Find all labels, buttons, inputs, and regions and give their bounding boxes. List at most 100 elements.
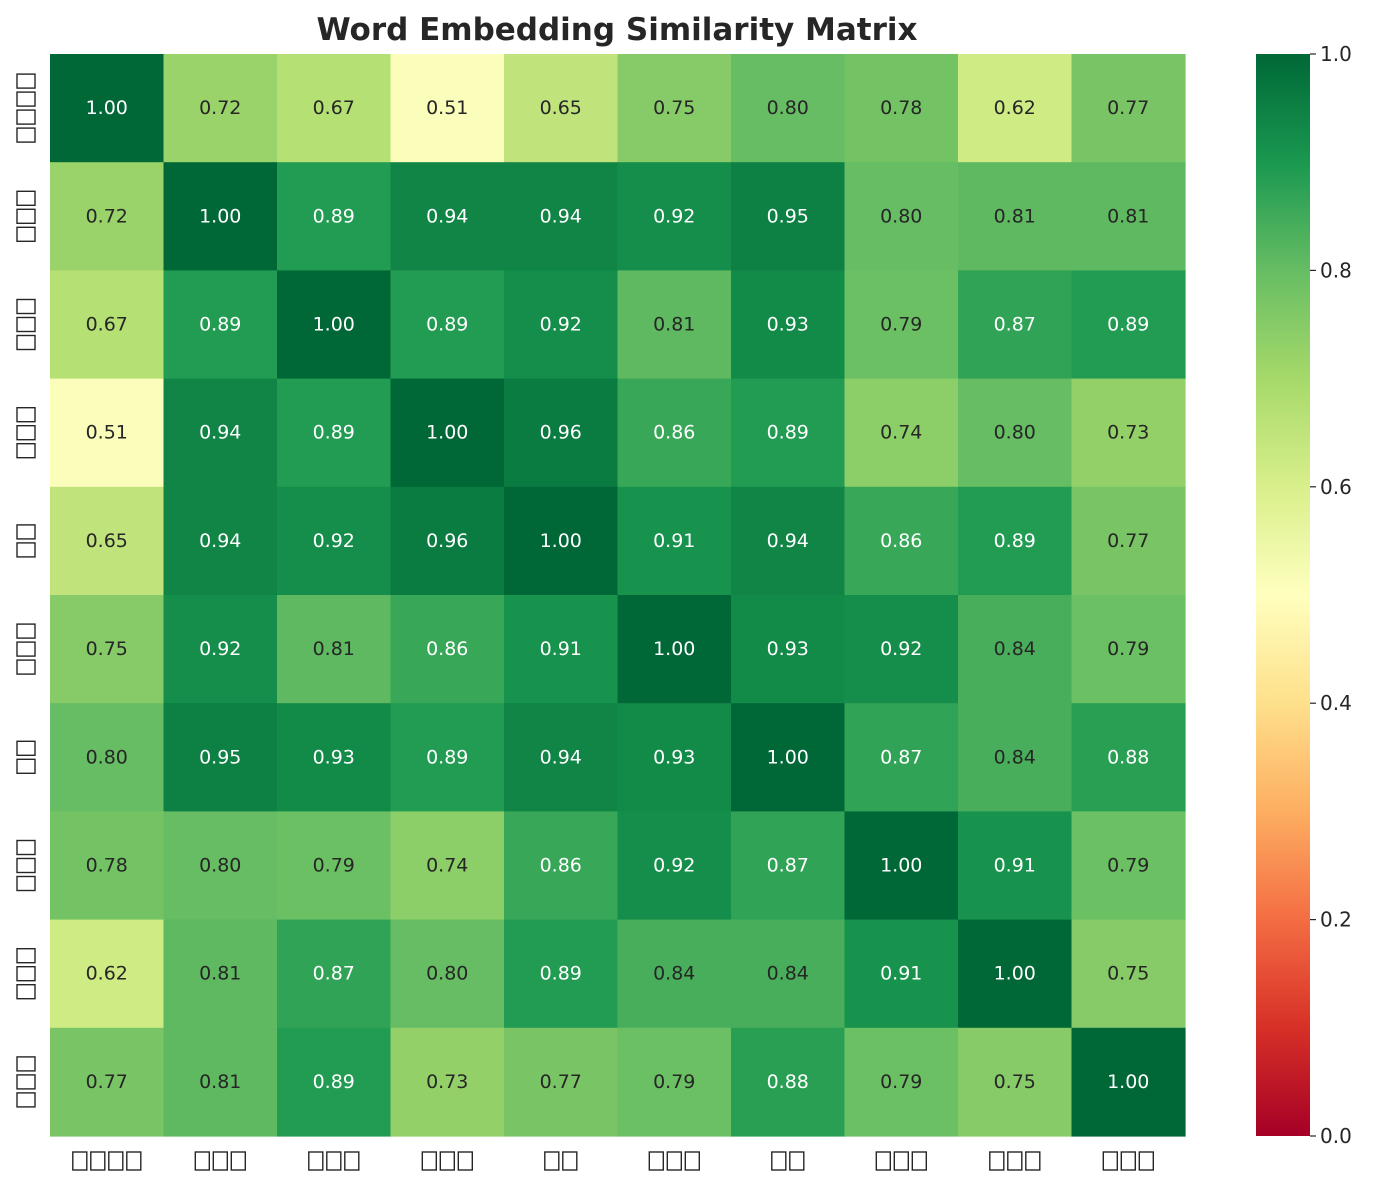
cell-value-label: 0.95 [199,746,241,768]
y-tick-label: □□□ [16,839,36,892]
heatmap-cell [844,1027,959,1137]
x-tick-label: □□□ [1102,1151,1155,1171]
missing-glyph-box [16,758,36,774]
cell-value-label: 1.00 [767,746,809,768]
cell-value-label: 0.80 [767,97,809,119]
cell-value-label: 0.77 [540,1071,582,1093]
heatmap-cell [617,378,732,488]
heatmap-cell [50,919,165,1029]
cell-value-label: 0.87 [767,855,809,877]
missing-glyph-box [16,623,36,639]
heatmap-cell [277,811,392,921]
cell-value-label: 1.00 [86,97,128,119]
heatmap-cell [1071,595,1186,704]
heatmap-cell [504,811,619,921]
x-tick-label: □□□ [648,1151,700,1171]
missing-glyph-box [16,984,36,1000]
heatmap-cell [617,811,732,921]
cell-value-label: 1.00 [880,855,922,877]
cell-value-label: 0.93 [767,638,809,660]
cell-value-label: 0.86 [653,422,695,444]
heatmap-cell [1071,919,1186,1029]
heatmap-cell [844,811,959,921]
cell-value-label: 0.87 [880,746,922,768]
missing-glyph-box [16,875,36,892]
cell-value-label: 0.79 [653,1071,695,1093]
cell-value-label: 0.72 [86,205,128,227]
missing-glyph-box [989,1151,1005,1171]
cell-value-label: 1.00 [1107,1071,1149,1093]
x-tick-label: □□□ [308,1151,360,1171]
cell-value-label: 0.67 [86,314,128,336]
cell-value-label: 0.77 [1107,97,1149,119]
heatmap-cell [504,595,619,704]
cell-value-label: 0.89 [767,422,809,444]
heatmap-cell [390,1027,505,1137]
cell-value-label: 0.84 [767,963,809,985]
missing-glyph-box [16,839,36,856]
cell-value-label: 0.74 [426,855,468,877]
colorbar-tick-label: 0.2 [1320,908,1352,932]
heatmap-cell [617,486,732,596]
cell-value-label: 0.89 [426,746,468,768]
colorbar-tick-label: 1.0 [1320,42,1352,66]
heatmap-cell [504,270,619,380]
cell-value-label: 0.89 [994,530,1036,552]
missing-glyph-box [344,1151,360,1171]
heatmap-cell [504,162,619,271]
missing-glyph-box [212,1151,229,1171]
heatmap-cell [504,486,619,596]
heatmap-cell [390,811,505,921]
heatmap-cell [617,270,732,380]
missing-glyph-box [16,524,36,540]
cell-value-label: 0.89 [313,1071,355,1093]
heatmap-cell [50,595,165,704]
heatmap-cell [277,703,392,812]
missing-glyph-box [1007,1151,1023,1171]
x-axis-tick-labels: □□□□□□□□□□□□□□□□□□□□□□□□□□□□□ [72,1151,1155,1171]
missing-glyph-box [72,1151,88,1171]
missing-glyph-box [16,334,36,351]
heatmap-cell [163,703,278,812]
heatmap-cell [844,54,959,163]
cell-value-label: 0.94 [199,422,241,444]
heatmap-cell [390,919,505,1029]
missing-glyph-box [326,1151,342,1171]
cell-value-label: 0.89 [313,205,355,227]
cell-value-label: 0.93 [653,746,695,768]
cell-value-label: 0.93 [313,746,355,768]
cell-value-label: 0.89 [540,963,582,985]
cell-value-label: 0.86 [540,855,582,877]
heatmap-cell [277,595,392,704]
heatmap-cell [1071,162,1186,271]
missing-glyph-box [126,1151,142,1171]
heatmap-cell [844,595,959,704]
cell-value-label: 0.95 [767,205,809,227]
cell-value-label: 1.00 [994,963,1036,985]
cell-value-label: 0.51 [426,97,468,119]
x-tick-label: □□□ [194,1151,247,1171]
cell-value-label: 0.79 [1107,855,1149,877]
cell-value-label: 0.75 [994,1071,1036,1093]
cell-value-label: 1.00 [540,530,582,552]
missing-glyph-box [16,407,36,423]
heatmap-cell [844,378,959,488]
missing-glyph-box [1025,1151,1041,1171]
cell-value-label: 0.92 [653,205,695,227]
cell-value-label: 0.81 [199,1071,241,1093]
missing-glyph-box [16,73,36,89]
cell-value-label: 0.93 [767,314,809,336]
cell-value-label: 0.91 [653,530,695,552]
colorbar-tick-label: 0.4 [1320,691,1352,715]
cell-value-label: 0.92 [540,314,582,336]
colorbar-tick-label: 0.6 [1320,475,1352,499]
heatmap-cell [1071,486,1186,596]
heatmap-cell [1071,811,1186,921]
missing-glyph-box [1138,1151,1155,1171]
cell-value-label: 0.94 [767,530,809,552]
heatmap-cell [163,54,278,163]
heatmap-cell [50,1027,165,1137]
heatmap-cell [731,378,846,488]
missing-glyph-box [16,91,36,107]
